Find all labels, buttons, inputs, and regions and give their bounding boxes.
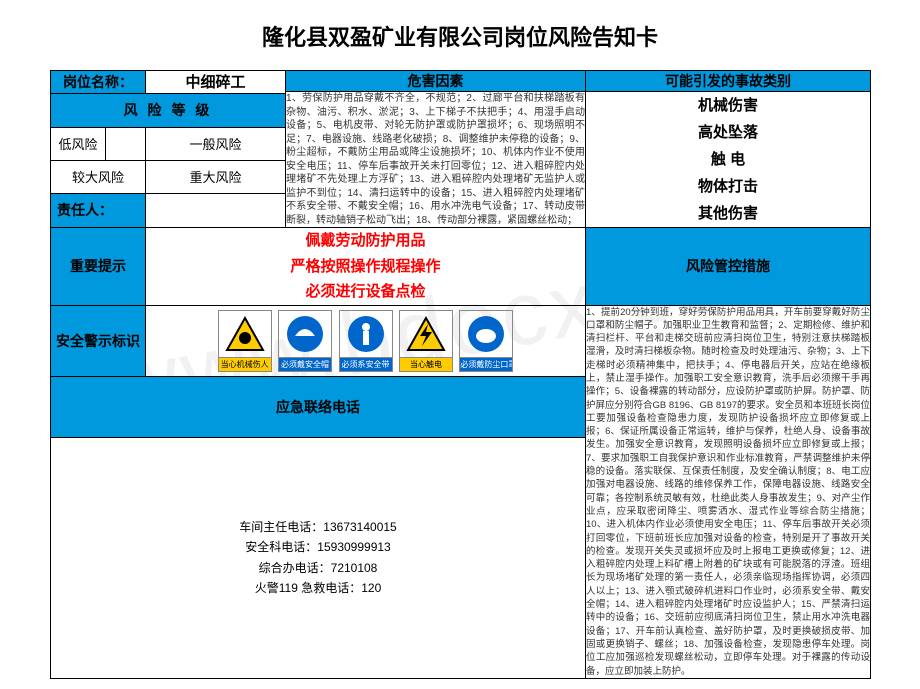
cell-major-risk: 较大风险	[51, 160, 146, 193]
sign-helmet: 必须戴安全帽	[278, 310, 332, 372]
sign-caption: 必须系安全带	[339, 358, 393, 372]
contact-line: 安全科电话：15930999913	[51, 537, 585, 557]
cell-severe-risk: 重大风险	[146, 160, 286, 193]
contact-line: 火警119 急救电话：120	[51, 578, 585, 598]
sign-caption: 当心机械伤人	[218, 358, 272, 372]
label-safety-signs: 安全警示标识	[51, 305, 146, 376]
value-position-name: 中细碎工	[146, 71, 286, 94]
header-accident-type: 可能引发的事故类别	[586, 71, 871, 92]
dust-mask-icon	[459, 310, 513, 358]
sign-caption: 当心触电	[399, 358, 453, 372]
accident-item: 触 电	[586, 146, 870, 173]
tip-line: 严格按照操作规程操作	[146, 254, 585, 280]
page-title: 隆化县双盈矿业有限公司岗位风险告知卡	[50, 20, 870, 52]
cell-low-risk: 低风险	[51, 128, 106, 161]
label-important-tip: 重要提示	[51, 228, 146, 306]
value-responsible	[146, 193, 286, 227]
accident-item: 物体打击	[586, 173, 870, 200]
emergency-contacts: 车间主任电话：13673140015 安全科电话：15930999913 综合办…	[51, 437, 586, 678]
tip-line: 佩戴劳动防护用品	[146, 228, 585, 254]
cell-low-risk-mark	[106, 128, 146, 161]
contact-line: 综合办电话：7210108	[51, 558, 585, 578]
contact-line: 车间主任电话：13673140015	[51, 517, 585, 537]
safety-belt-icon	[339, 310, 393, 358]
cell-general-risk: 一般风险	[146, 128, 286, 161]
header-risk-level: 风 险 等 级	[51, 93, 286, 127]
accident-item: 机械伤害	[586, 92, 870, 119]
header-control-measures: 风险管控措施	[586, 228, 871, 306]
sign-caption: 必须戴防尘口罩	[459, 358, 513, 372]
helmet-icon	[278, 310, 332, 358]
header-hazard-factor: 危害因素	[286, 71, 586, 92]
sign-caption: 必须戴安全帽	[278, 358, 332, 372]
sign-mask: 必须戴防尘口罩	[459, 310, 513, 372]
risk-card-table: 岗位名称： 中细碎工 危害因素 可能引发的事故类别 1、劳保防护用品穿戴不齐全，…	[50, 70, 871, 679]
control-measures-text: 1、提前20分钟到班，穿好劳保防护用品用具，开车前要穿戴好防尘口罩和防尘帽子。加…	[586, 305, 871, 678]
sign-belt: 必须系安全带	[339, 310, 393, 372]
label-responsible: 责任人：	[51, 193, 146, 227]
label-position-name: 岗位名称：	[51, 71, 146, 94]
warning-triangle-icon	[218, 310, 272, 358]
sign-electric: 当心触电	[399, 310, 453, 372]
accident-types: 机械伤害 高处坠落 触 电 物体打击 其他伤害	[586, 92, 871, 228]
header-emergency-phone: 应急联络电话	[51, 376, 586, 437]
important-tips: 佩戴劳动防护用品 严格按照操作规程操作 必须进行设备点检	[146, 228, 586, 306]
accident-item: 高处坠落	[586, 119, 870, 146]
card-container: 隆化县双盈矿业有限公司岗位风险告知卡 岗位名称： 中细碎工 危害因素 可能引发的…	[0, 0, 920, 689]
safety-signs-row: 当心机械伤人 必须戴安全帽 必须系安全带 当心触电 必须戴防尘口罩	[146, 305, 586, 376]
hazard-factor-text: 1、劳保防护用品穿戴不齐全，不规范；2、过廊平台和扶梯踏板有杂物、油污、积水、淤…	[286, 92, 586, 228]
accident-item: 其他伤害	[586, 200, 870, 227]
tip-line: 必须进行设备点检	[146, 279, 585, 305]
sign-mechanical: 当心机械伤人	[218, 310, 272, 372]
electric-warning-icon	[399, 310, 453, 358]
